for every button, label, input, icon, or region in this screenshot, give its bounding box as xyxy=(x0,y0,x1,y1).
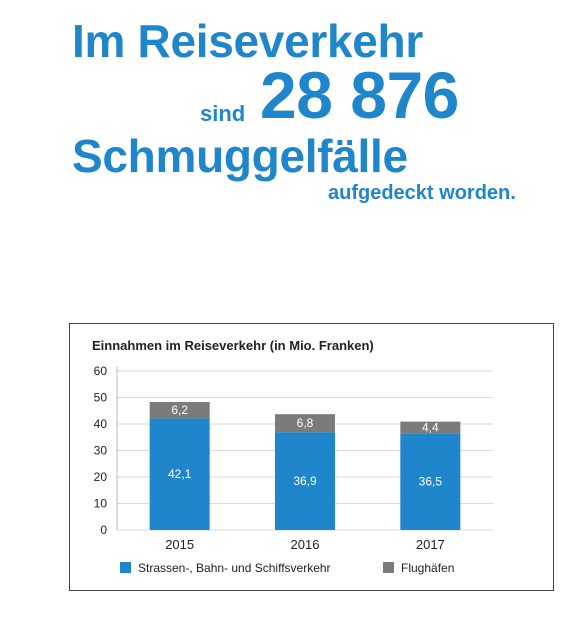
headline-line-4: aufgedeckt worden. xyxy=(328,182,516,204)
y-tick-label: 50 xyxy=(94,391,108,405)
x-tick-label: 2017 xyxy=(416,537,445,552)
bar-value-label: 4,4 xyxy=(422,420,439,434)
headline-number: 28 876 xyxy=(260,58,459,132)
y-tick-label: 10 xyxy=(94,497,108,511)
bar-segment xyxy=(400,421,461,434)
bar-segment xyxy=(275,432,335,530)
chart-title: Einnahmen im Reiseverkehr (in Mio. Frank… xyxy=(92,338,374,353)
bar-segment xyxy=(275,414,335,433)
legend-label: Strassen-, Bahn- und Schiffsverkehr xyxy=(138,561,331,575)
chart-panel: Einnahmen im Reiseverkehr (in Mio. Frank… xyxy=(69,323,554,591)
headline-line-3: Schmuggelfälle xyxy=(72,130,408,182)
bar-segment xyxy=(400,433,461,530)
y-tick-label: 60 xyxy=(94,364,108,378)
stacked-bar-chart: Einnahmen im Reiseverkehr (in Mio. Frank… xyxy=(92,338,493,575)
legend-swatch xyxy=(383,562,394,573)
y-tick-label: 0 xyxy=(100,523,107,537)
headline-line-2: sind xyxy=(200,101,246,126)
bar-value-label: 36,5 xyxy=(419,475,443,489)
bar-segment xyxy=(149,402,210,419)
headline-line-1: Im Reiseverkehr xyxy=(72,15,423,67)
bar-value-label: 42,1 xyxy=(168,467,192,481)
x-tick-label: 2016 xyxy=(291,537,320,552)
y-tick-label: 20 xyxy=(94,470,108,484)
legend-swatch xyxy=(120,562,131,573)
x-tick-label: 2015 xyxy=(165,537,194,552)
bar-value-label: 6,8 xyxy=(297,416,314,430)
bar-value-label: 36,9 xyxy=(293,474,317,488)
legend-label: Flughäfen xyxy=(401,561,454,575)
bar-segment xyxy=(149,418,210,530)
y-tick-label: 40 xyxy=(94,417,108,431)
y-tick-label: 30 xyxy=(94,444,108,458)
bar-value-label: 6,2 xyxy=(171,403,188,417)
